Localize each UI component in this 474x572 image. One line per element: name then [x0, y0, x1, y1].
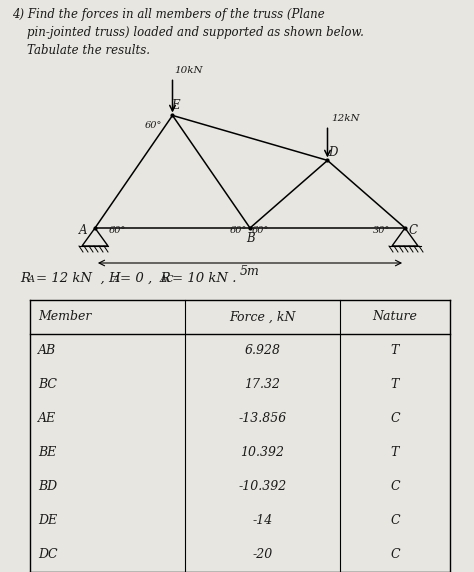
Text: 60°: 60° — [145, 121, 162, 130]
Text: 10kN: 10kN — [174, 66, 203, 76]
Text: A: A — [28, 275, 35, 284]
Text: -10.392: -10.392 — [238, 480, 287, 494]
Text: C: C — [390, 514, 400, 527]
Text: -20: -20 — [252, 549, 273, 562]
Text: 60°: 60° — [230, 226, 247, 235]
Text: Nature: Nature — [373, 311, 418, 324]
Text: C: C — [390, 549, 400, 562]
Text: BD: BD — [38, 480, 57, 494]
Text: DC: DC — [38, 549, 58, 562]
Text: C: C — [390, 412, 400, 426]
Text: 17.32: 17.32 — [245, 379, 281, 391]
Text: 10.392: 10.392 — [240, 447, 284, 459]
Text: AE: AE — [38, 412, 56, 426]
Text: = 0 ,  R: = 0 , R — [120, 272, 171, 285]
Text: AC: AC — [160, 275, 174, 284]
Text: T: T — [391, 344, 399, 358]
Text: R: R — [20, 272, 30, 285]
Text: BE: BE — [38, 447, 56, 459]
Text: T: T — [391, 379, 399, 391]
Text: -14: -14 — [252, 514, 273, 527]
Text: = 12 kN  , H: = 12 kN , H — [36, 272, 120, 285]
Text: Member: Member — [38, 311, 91, 324]
Text: 4) Find the forces in all members of the truss (Plane: 4) Find the forces in all members of the… — [12, 8, 325, 21]
Text: E: E — [171, 99, 180, 112]
Text: Tabulate the results.: Tabulate the results. — [12, 44, 150, 57]
Text: = 10 kN .: = 10 kN . — [172, 272, 237, 285]
Text: 30°: 30° — [373, 226, 391, 235]
Text: 12kN: 12kN — [331, 114, 360, 124]
Text: 60°: 60° — [109, 226, 127, 235]
Text: T: T — [391, 447, 399, 459]
Text: 60°: 60° — [252, 226, 269, 235]
Text: AB: AB — [38, 344, 56, 358]
Text: C: C — [409, 224, 418, 236]
Text: B: B — [246, 232, 255, 244]
Text: 5m: 5m — [240, 265, 260, 278]
Text: -13.856: -13.856 — [238, 412, 287, 426]
Text: A: A — [113, 275, 120, 284]
Text: Force , kN: Force , kN — [229, 311, 296, 324]
Text: BC: BC — [38, 379, 57, 391]
Text: pin-jointed truss) loaded and supported as shown below.: pin-jointed truss) loaded and supported … — [12, 26, 364, 39]
Text: C: C — [390, 480, 400, 494]
Text: 6.928: 6.928 — [245, 344, 281, 358]
Text: D: D — [328, 146, 337, 159]
Text: DE: DE — [38, 514, 57, 527]
Text: A: A — [79, 224, 87, 236]
